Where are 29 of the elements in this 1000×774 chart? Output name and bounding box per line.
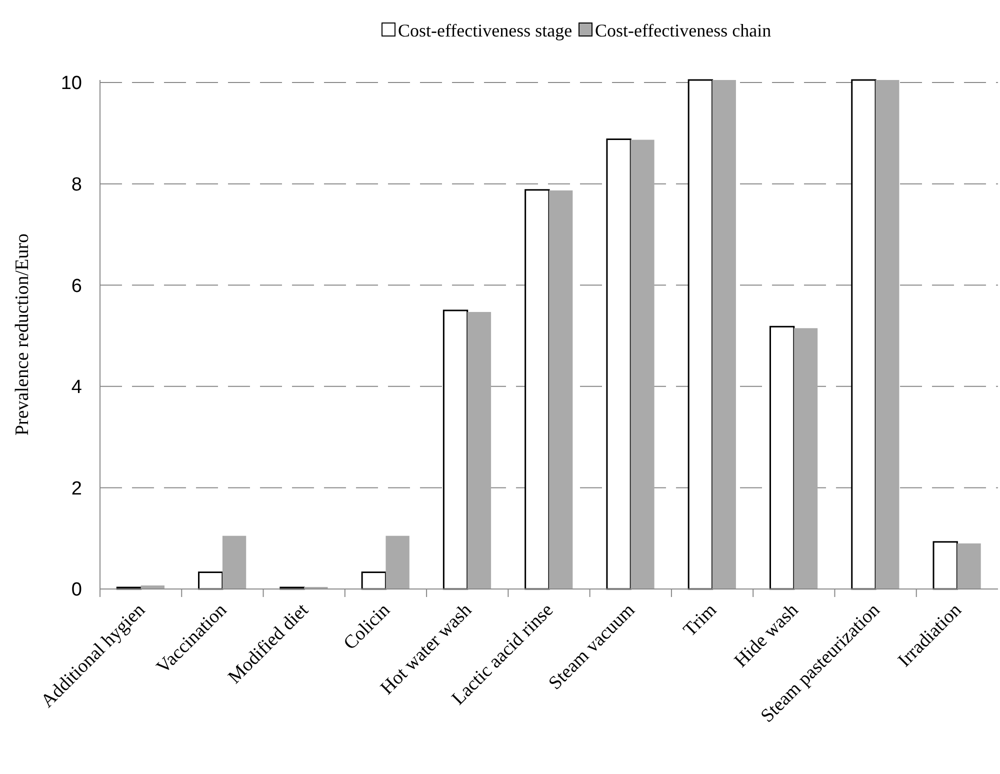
bar xyxy=(932,541,958,590)
y-tick-label: 8 xyxy=(71,174,82,196)
legend-label: Cost-effectiveness stage xyxy=(398,20,572,40)
y-tick-label: 4 xyxy=(71,377,82,398)
bar xyxy=(549,190,573,589)
x-tick-label: Hide wash xyxy=(730,599,803,672)
bar xyxy=(361,572,386,590)
bar xyxy=(467,312,492,589)
y-tick-label: 10 xyxy=(60,73,82,94)
x-tick-label: Trim xyxy=(680,600,721,641)
legend-label: Cost-effectiveness chain xyxy=(595,20,772,40)
bar xyxy=(442,310,468,590)
bar xyxy=(198,572,224,590)
bar xyxy=(712,80,736,589)
bar xyxy=(688,79,714,590)
y-tick-label: 6 xyxy=(71,276,82,297)
bar xyxy=(630,140,654,589)
bar xyxy=(222,536,246,589)
bar xyxy=(386,536,410,589)
bar xyxy=(957,543,981,589)
y-tick-label: 0 xyxy=(71,580,82,601)
bar xyxy=(524,189,550,590)
bar xyxy=(769,326,795,590)
y-tick-label: 2 xyxy=(71,478,82,500)
bar xyxy=(794,328,818,589)
bar xyxy=(606,138,632,590)
bar xyxy=(851,79,876,590)
bar xyxy=(876,80,900,589)
y-axis-title: Prevalence reduction/Euro xyxy=(12,233,33,436)
